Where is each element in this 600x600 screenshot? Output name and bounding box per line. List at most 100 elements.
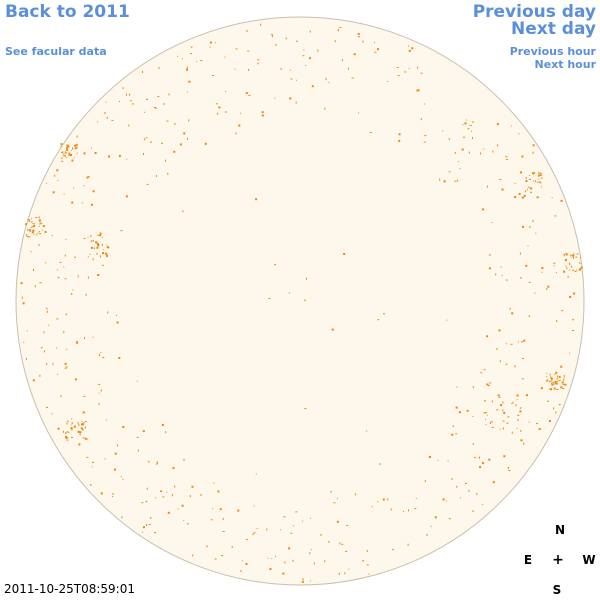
see-facular-data-link[interactable]: See facular data: [5, 45, 107, 58]
facula-spot: [81, 420, 83, 422]
facula-spot: [512, 401, 514, 404]
facula-spot: [309, 30, 311, 33]
facula-spot: [328, 81, 330, 83]
facula-spot: [518, 133, 520, 135]
facula-spot: [87, 236, 89, 238]
next-day-link[interactable]: Next day: [511, 19, 596, 39]
facula-spot: [136, 380, 138, 382]
facula-spot: [525, 176, 527, 179]
facula-spot: [290, 78, 293, 80]
facula-spot: [424, 135, 427, 137]
facula-spot: [84, 337, 85, 340]
facula-spot: [204, 142, 207, 145]
facula-spot: [60, 145, 62, 147]
facula-spot: [489, 382, 492, 384]
facula-spot: [563, 375, 565, 377]
facula-spot: [122, 426, 125, 428]
facula-spot: [274, 97, 276, 99]
back-to-year-link[interactable]: Back to 2011: [5, 2, 130, 22]
facula-spot: [563, 377, 565, 379]
observation-timestamp: 2011-10-25T08:59:01: [4, 582, 135, 596]
facula-spot: [156, 463, 158, 465]
facula-spot: [129, 93, 131, 96]
facula-spot: [52, 364, 54, 366]
facula-spot: [42, 225, 45, 227]
facula-spot: [143, 138, 145, 141]
facula-spot: [555, 371, 558, 374]
facula-spot: [261, 114, 264, 117]
facula-spot: [550, 388, 552, 391]
facula-spot: [94, 152, 97, 154]
facula-spot: [31, 231, 34, 234]
facula-spot: [486, 335, 489, 338]
facula-spot: [527, 245, 529, 247]
previous-hour-link[interactable]: Previous hour: [509, 45, 596, 58]
compass-south-label: S: [552, 583, 562, 597]
facula-spot: [502, 420, 505, 422]
facula-spot: [290, 69, 292, 71]
facula-spot: [519, 410, 522, 413]
previous-day-link[interactable]: Previous day: [472, 2, 596, 22]
facula-spot: [520, 341, 523, 343]
facula-spot: [225, 111, 227, 113]
facula-spot: [488, 267, 491, 270]
facula-spot: [65, 157, 67, 158]
facula-spot: [269, 568, 272, 571]
facula-spot: [547, 400, 550, 402]
facula-spot: [45, 182, 47, 184]
facula-spot: [569, 254, 572, 256]
facula-spot: [536, 423, 538, 425]
facula-spot: [564, 383, 567, 386]
facula-spot: [57, 179, 59, 181]
facula-spot: [483, 369, 486, 371]
facula-spot: [275, 43, 277, 46]
facula-spot: [533, 180, 534, 182]
facula-spot: [556, 320, 558, 323]
facula-spot: [472, 415, 474, 417]
facula-spot: [520, 429, 522, 432]
facula-spot: [32, 223, 35, 225]
facula-spot: [70, 153, 73, 156]
facula-spot: [26, 236, 29, 238]
facula-spot: [528, 175, 530, 176]
facula-spot: [34, 285, 36, 288]
facula-spot: [369, 132, 372, 133]
facula-spot: [105, 254, 108, 257]
facula-spot: [224, 56, 226, 58]
facula-spot: [252, 533, 255, 535]
facula-spot: [46, 307, 48, 310]
facula-spot: [546, 379, 549, 382]
facula-spot: [114, 452, 117, 455]
facula-spot: [424, 103, 426, 105]
facula-spot: [540, 387, 543, 390]
facula-spot: [238, 124, 241, 127]
facula-spot: [553, 265, 555, 267]
facula-spot: [70, 429, 73, 431]
facula-spot: [546, 288, 548, 290]
facula-spot: [141, 502, 144, 504]
facula-spot: [30, 221, 33, 223]
next-hour-link[interactable]: Next hour: [534, 58, 597, 71]
facula-spot: [557, 375, 559, 378]
facula-spot: [71, 418, 73, 420]
facula-spot: [568, 262, 570, 264]
facula-spot: [555, 373, 557, 375]
facula-spot: [187, 137, 188, 140]
facula-spot: [153, 107, 156, 108]
facula-spot: [38, 216, 40, 219]
facula-spot: [472, 443, 474, 445]
facula-spot: [155, 175, 157, 177]
facula-spot: [271, 35, 273, 38]
facula-spot: [156, 461, 158, 464]
facula-spot: [579, 257, 581, 259]
facula-spot: [390, 508, 392, 511]
facula-spot: [570, 256, 572, 258]
facula-spot: [93, 247, 95, 250]
facula-spot: [345, 550, 348, 552]
facula-spot: [437, 459, 439, 461]
facula-spot: [22, 302, 25, 305]
facula-spot: [32, 229, 35, 232]
facula-spot: [366, 430, 368, 432]
facula-spot: [81, 423, 83, 426]
